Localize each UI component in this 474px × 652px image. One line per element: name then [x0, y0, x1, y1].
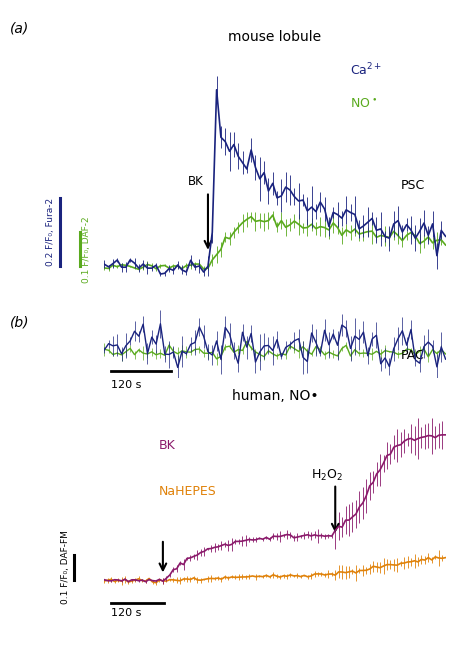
- Text: Ca$^{2+}$: Ca$^{2+}$: [350, 62, 382, 78]
- Text: (a): (a): [9, 22, 29, 36]
- Title: mouse lobule: mouse lobule: [228, 31, 321, 44]
- Text: PAC: PAC: [401, 349, 425, 362]
- Text: 120 s: 120 s: [111, 381, 141, 391]
- Text: 0.1 F/F₀, DAF-FM: 0.1 F/F₀, DAF-FM: [61, 531, 70, 604]
- Text: 0.1 F/F₀, DAF-2: 0.1 F/F₀, DAF-2: [82, 216, 91, 282]
- Text: (b): (b): [9, 315, 29, 329]
- Text: BK: BK: [159, 439, 176, 452]
- Title: human, NO•: human, NO•: [232, 389, 318, 403]
- Text: 0.2 F/F₀, Fura-2: 0.2 F/F₀, Fura-2: [46, 198, 55, 267]
- Text: H$_2$O$_2$: H$_2$O$_2$: [311, 467, 343, 482]
- Text: PSC: PSC: [401, 179, 426, 192]
- Text: NO$^\bullet$: NO$^\bullet$: [350, 98, 377, 111]
- Text: BK: BK: [188, 175, 203, 188]
- Text: 120 s: 120 s: [111, 608, 141, 619]
- Text: NaHEPES: NaHEPES: [159, 485, 217, 498]
